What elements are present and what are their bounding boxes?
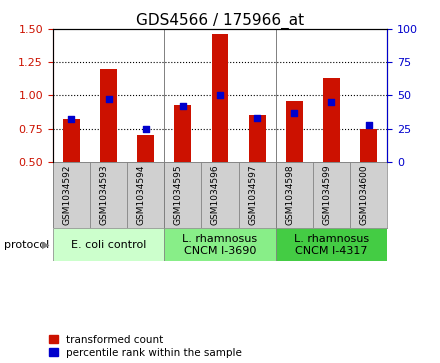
Bar (276, 228, 387, 261)
Text: E. coli control: E. coli control (71, 240, 146, 250)
Bar (137, 135, 154, 162)
Bar (53, 228, 164, 261)
Text: L. rhamnosus
CNCM I-4317: L. rhamnosus CNCM I-4317 (294, 234, 369, 256)
Text: GSM1034600: GSM1034600 (359, 165, 369, 225)
Bar (127, 162, 164, 228)
Bar (313, 162, 350, 228)
Bar (249, 115, 265, 162)
Point (180, 103, 187, 109)
Point (105, 97, 112, 102)
Bar (212, 34, 228, 162)
Bar (276, 162, 313, 228)
Text: L. rhamnosus
CNCM I-3690: L. rhamnosus CNCM I-3690 (183, 234, 257, 256)
Bar (360, 129, 377, 162)
Text: ▶: ▶ (42, 240, 49, 250)
Bar (323, 78, 340, 162)
Point (253, 115, 260, 121)
Bar (164, 162, 202, 228)
Bar (350, 162, 387, 228)
Text: GSM1034593: GSM1034593 (99, 165, 109, 225)
Point (365, 122, 372, 127)
Point (291, 110, 298, 115)
Bar (100, 69, 117, 162)
Text: GSM1034597: GSM1034597 (248, 165, 257, 225)
Bar (63, 119, 80, 162)
Bar (175, 105, 191, 162)
Text: GSM1034594: GSM1034594 (137, 165, 146, 225)
Point (68, 117, 75, 122)
Bar (53, 162, 90, 228)
Bar (164, 228, 276, 261)
Text: protocol: protocol (4, 240, 50, 250)
Bar (238, 162, 276, 228)
Bar (202, 162, 238, 228)
Point (328, 99, 335, 105)
Bar (286, 101, 303, 162)
Bar (90, 162, 127, 228)
Text: GSM1034595: GSM1034595 (174, 165, 183, 225)
Legend: transformed count, percentile rank within the sample: transformed count, percentile rank withi… (49, 335, 242, 358)
Text: GSM1034596: GSM1034596 (211, 165, 220, 225)
Title: GDS4566 / 175966_at: GDS4566 / 175966_at (136, 13, 304, 29)
Text: GSM1034599: GSM1034599 (323, 165, 331, 225)
Text: GSM1034592: GSM1034592 (62, 165, 71, 225)
Text: GSM1034598: GSM1034598 (285, 165, 294, 225)
Point (142, 126, 149, 131)
Point (216, 93, 224, 98)
